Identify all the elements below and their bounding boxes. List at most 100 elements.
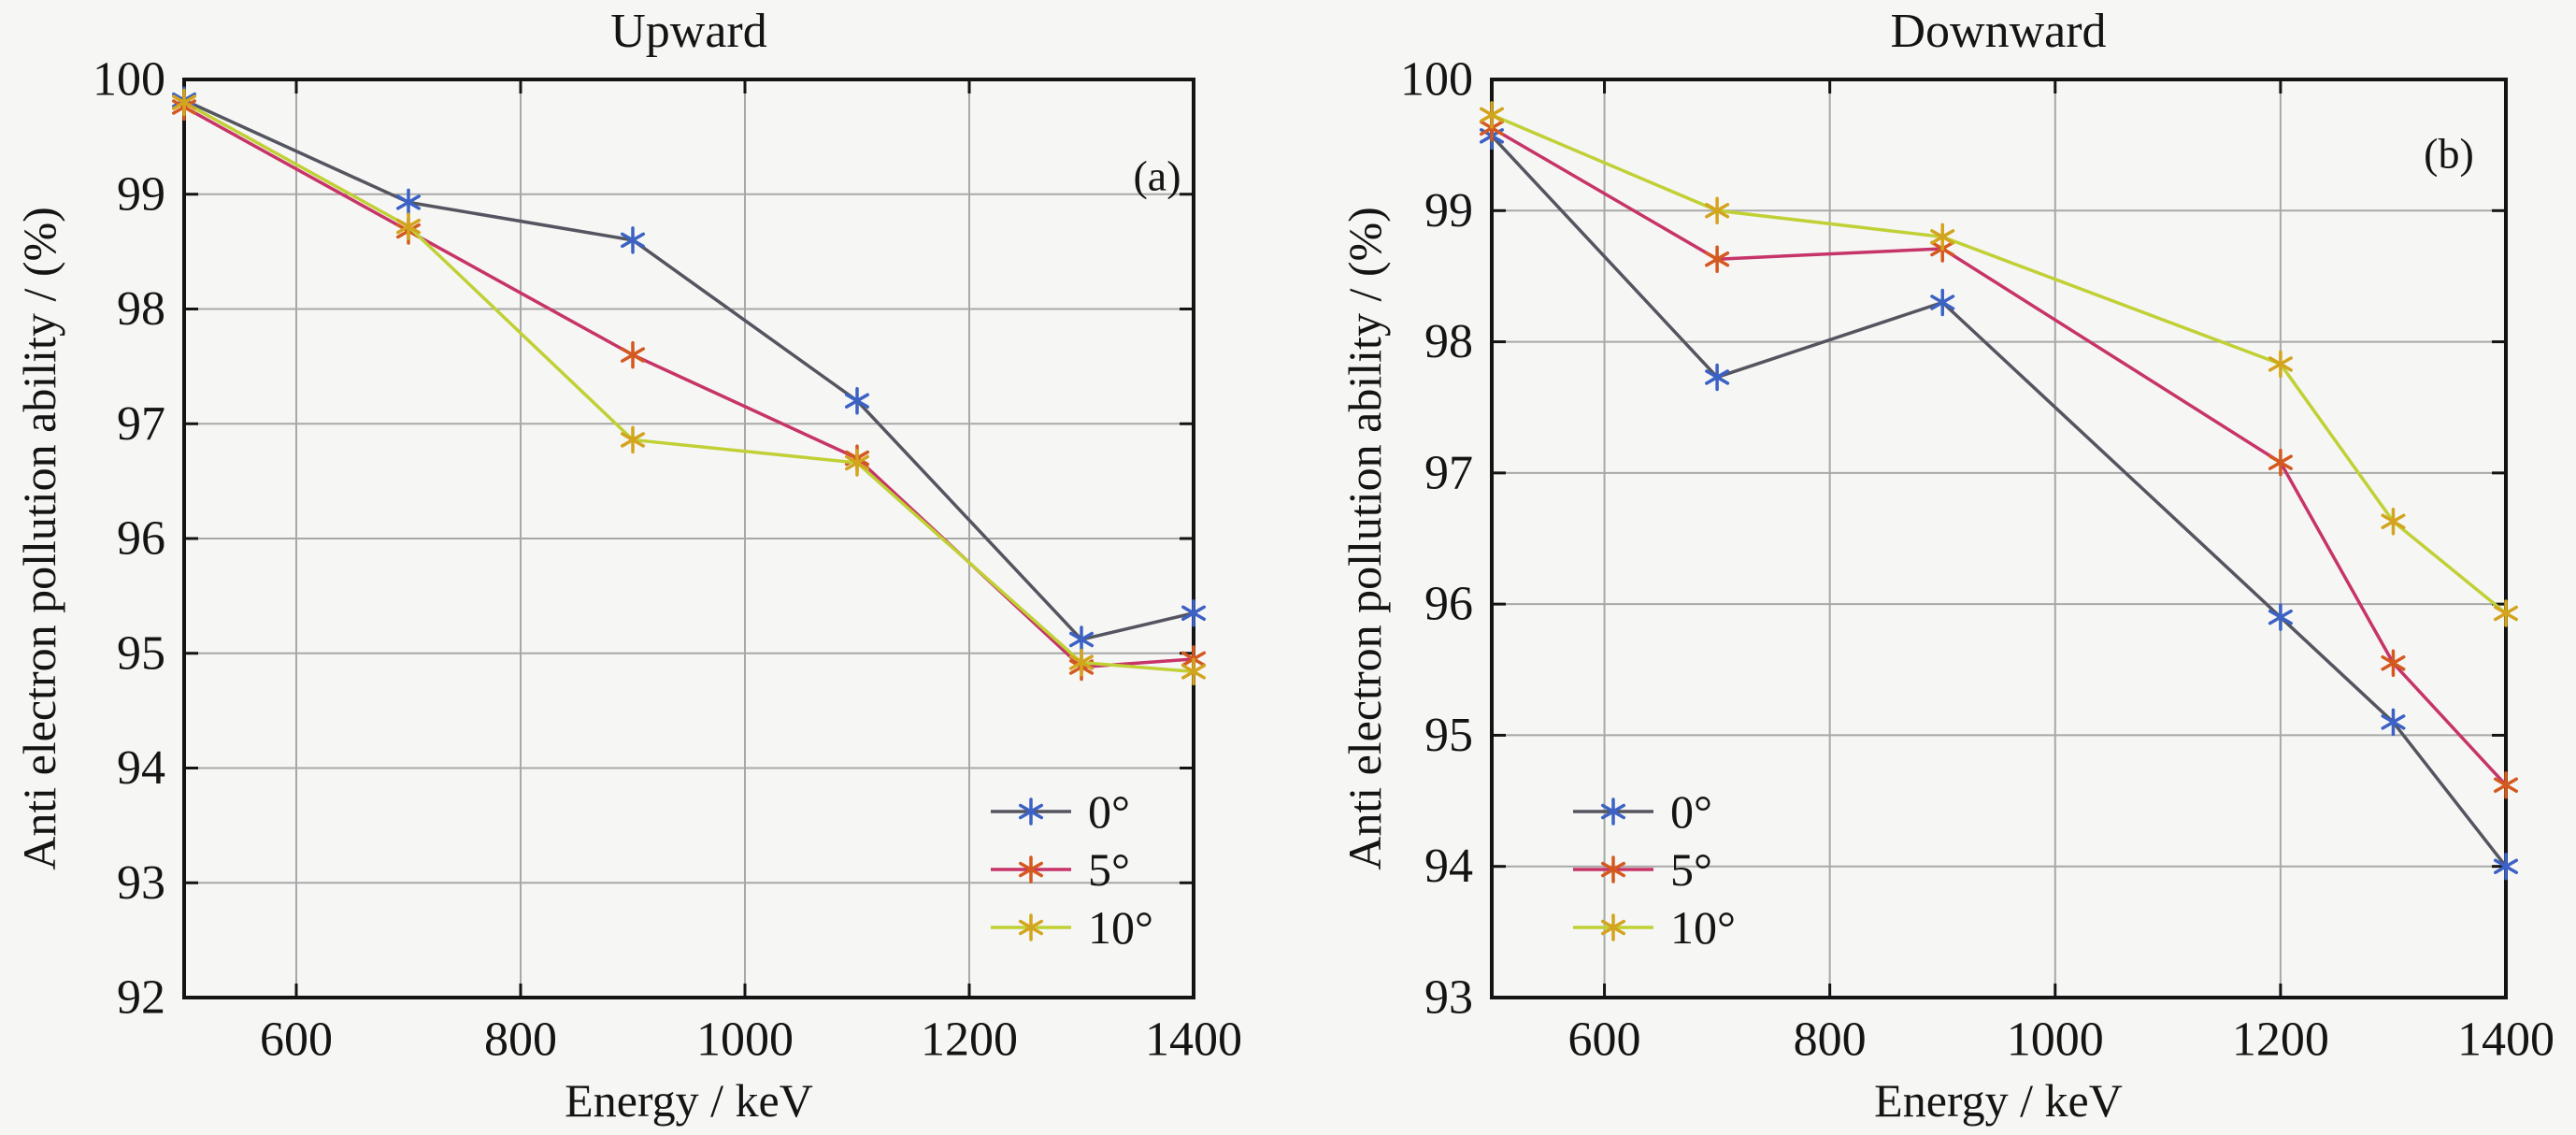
legend-label: 10° — [1088, 901, 1153, 954]
gridlines — [184, 79, 1194, 998]
marker-10° — [2493, 599, 2519, 627]
y-tick-label: 99 — [1424, 184, 1473, 237]
legend-item-10°: 10° — [1573, 901, 1736, 954]
marker-10° — [171, 88, 197, 117]
series-markers-10° — [171, 88, 1207, 686]
marker-5° — [2493, 770, 2519, 799]
marker-0° — [2493, 852, 2519, 881]
y-tick-label: 98 — [117, 282, 165, 336]
y-tick-label: 94 — [1424, 840, 1473, 893]
marker-10° — [395, 212, 422, 240]
x-tick-label: 800 — [484, 1013, 557, 1067]
x-tick-label: 1400 — [1145, 1013, 1242, 1067]
legend-item-0°: 0° — [1573, 785, 1712, 838]
y-tick-label: 93 — [117, 856, 165, 910]
y-tick-label: 93 — [1424, 971, 1473, 1025]
legend-marker-5° — [1018, 855, 1044, 884]
legend-marker-10° — [1018, 913, 1044, 941]
y-axis-title-upward: Anti electron pollution ability / (%) — [13, 207, 65, 870]
x-tick-label: 600 — [260, 1013, 333, 1067]
gridlines — [1492, 79, 2506, 998]
chart-title-upward: Upward — [610, 5, 767, 58]
marker-10° — [2268, 350, 2293, 379]
legend-marker-0° — [1600, 797, 1626, 826]
legend-label: 5° — [1088, 843, 1130, 896]
series-line-10° — [1491, 113, 2508, 615]
marker-0° — [620, 226, 646, 254]
legend-label: 0° — [1670, 785, 1712, 838]
marker-10° — [1181, 657, 1207, 686]
x-tick-label: 1200 — [921, 1013, 1018, 1067]
marker-0° — [1930, 288, 1955, 317]
x-tick-label: 1400 — [2457, 1013, 2555, 1067]
marker-0° — [1705, 363, 1730, 392]
y-tick-label: 100 — [1400, 53, 1473, 107]
marker-10° — [1930, 223, 1955, 251]
legend: 0°5°10° — [991, 785, 1153, 954]
chart-panel-upward: 92 93 94 95 96 97 98 99 100 600 800 1000 1200 1400 0°5… — [93, 53, 1242, 1067]
marker-10° — [844, 449, 870, 477]
series-line-0° — [1490, 135, 2508, 868]
y-tick-label: 97 — [117, 397, 165, 451]
marker-10° — [2381, 508, 2406, 536]
series-line-5° — [183, 105, 1195, 669]
series-line-5° — [1491, 126, 2508, 786]
marker-5° — [1705, 245, 1730, 273]
x-axis-title-downward: Energy / keV — [1874, 1074, 2123, 1127]
legend-item-0°: 0° — [991, 785, 1130, 838]
y-tick-label: 100 — [93, 53, 165, 107]
y-tick-label: 94 — [117, 741, 165, 795]
panel-label-a: (a) — [1133, 151, 1181, 200]
legend-marker-0° — [1018, 797, 1044, 826]
legend: 0°5°10° — [1573, 785, 1736, 954]
legend-marker-10° — [1600, 913, 1626, 941]
marker-5° — [2381, 649, 2406, 678]
marker-10° — [1479, 101, 1505, 129]
y-tick-label: 96 — [117, 512, 165, 566]
legend-marker-5° — [1600, 855, 1626, 884]
y-tick-label: 92 — [117, 971, 165, 1025]
x-tick-label: 800 — [1794, 1013, 1867, 1067]
marker-0° — [2381, 708, 2406, 737]
x-tick-label: 1000 — [2007, 1013, 2104, 1067]
marker-10° — [1705, 196, 1730, 225]
y-tick-label: 95 — [117, 626, 165, 680]
series-markers-5° — [1479, 114, 2519, 799]
marker-10° — [620, 425, 646, 454]
marker-0° — [1068, 625, 1095, 654]
legend-label: 5° — [1670, 843, 1712, 896]
marker-5° — [2268, 448, 2293, 477]
legend-item-5°: 5° — [1573, 843, 1712, 896]
panel-label-b: (b) — [2424, 129, 2474, 178]
series-line-10° — [183, 101, 1195, 674]
marker-0° — [1181, 599, 1207, 627]
marker-0° — [844, 386, 870, 415]
series-markers-0° — [171, 86, 1207, 654]
x-axis-title-upward: Energy / keV — [565, 1074, 813, 1127]
legend-label: 0° — [1088, 785, 1130, 838]
marker-5° — [620, 340, 646, 369]
y-tick-label: 96 — [1424, 578, 1473, 631]
y-tick-label: 95 — [1424, 709, 1473, 762]
series-line-0° — [183, 98, 1195, 641]
x-tick-label: 1000 — [696, 1013, 794, 1067]
marker-10° — [1068, 648, 1095, 677]
chart-panel-downward: 93 94 95 96 97 98 99 100 600 800 1000 1200 1400 0°5°1… — [1400, 53, 2555, 1067]
y-tick-label: 99 — [117, 167, 165, 221]
chart-title-downward: Downward — [1890, 5, 2107, 58]
y-tick-label: 98 — [1424, 315, 1473, 368]
series-markers-10° — [1479, 101, 2519, 627]
x-tick-label: 1200 — [2232, 1013, 2329, 1067]
legend-item-10°: 10° — [991, 901, 1153, 954]
y-axis-title-downward: Anti electron pollution ability / (%) — [1338, 207, 1391, 870]
series-markers-0° — [1479, 122, 2519, 881]
plot-frame — [1490, 78, 2508, 999]
y-tick-label: 97 — [1424, 446, 1473, 499]
tick-marks — [184, 78, 1195, 999]
legend-label: 10° — [1670, 901, 1736, 954]
tick-marks — [1492, 78, 2508, 999]
marker-0° — [395, 188, 422, 217]
x-tick-label: 600 — [1568, 1013, 1641, 1067]
